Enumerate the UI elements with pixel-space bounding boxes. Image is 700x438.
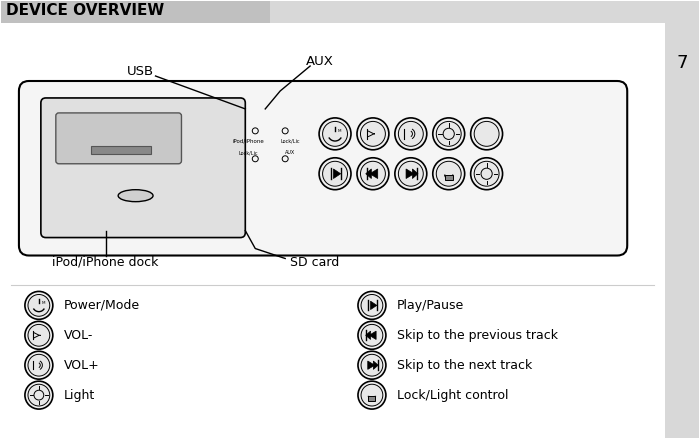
FancyBboxPatch shape [665,23,699,438]
FancyBboxPatch shape [56,113,181,164]
Circle shape [25,381,52,409]
Polygon shape [333,169,341,179]
Circle shape [398,161,424,186]
Circle shape [361,325,383,346]
Text: Skip to the next track: Skip to the next track [397,359,532,372]
Circle shape [436,121,461,146]
Circle shape [360,121,386,146]
FancyBboxPatch shape [270,1,700,23]
Circle shape [360,161,386,186]
Bar [368,396,375,401]
Polygon shape [373,361,378,369]
Text: Lock/Lic: Lock/Lic [239,150,258,155]
Text: VOL-: VOL- [64,329,93,342]
Circle shape [395,158,427,190]
Circle shape [358,321,386,349]
Circle shape [361,384,383,406]
Polygon shape [412,169,418,179]
Circle shape [323,121,347,146]
FancyBboxPatch shape [665,23,699,93]
Text: AUX: AUX [306,55,334,67]
Text: DEVICE OVERVIEW: DEVICE OVERVIEW [6,3,164,18]
Text: iPod/iPhone: iPod/iPhone [232,138,264,143]
Circle shape [358,351,386,379]
Circle shape [361,354,383,376]
Polygon shape [369,331,376,339]
Text: 7: 7 [676,54,688,72]
Circle shape [398,121,424,146]
Text: Lock/Light control: Lock/Light control [397,389,508,402]
Circle shape [319,118,351,150]
FancyBboxPatch shape [19,81,627,255]
Circle shape [358,381,386,409]
Text: SD card: SD card [290,256,340,269]
Circle shape [28,325,50,346]
Circle shape [433,118,465,150]
Circle shape [28,354,50,376]
Text: VOL+: VOL+ [64,359,99,372]
Polygon shape [406,169,414,179]
Circle shape [28,384,50,406]
Circle shape [470,118,503,150]
Ellipse shape [118,190,153,201]
Circle shape [319,158,351,190]
Circle shape [470,158,503,190]
Text: Light: Light [64,389,95,402]
FancyBboxPatch shape [41,98,245,237]
Circle shape [357,118,389,150]
Circle shape [436,161,461,186]
Text: Play/Pause: Play/Pause [397,299,464,312]
Polygon shape [370,301,377,310]
Text: Power/Mode: Power/Mode [64,299,140,312]
Circle shape [395,118,427,150]
Text: M: M [41,300,45,304]
Circle shape [323,161,347,186]
Polygon shape [368,361,374,369]
Text: Lock/Lic: Lock/Lic [281,138,300,143]
Text: iPod/iPhone dock: iPod/iPhone dock [52,256,159,269]
Bar [444,174,453,180]
Circle shape [25,291,52,319]
Circle shape [433,158,465,190]
Text: USB: USB [127,64,154,78]
Text: M: M [338,129,342,133]
Circle shape [361,294,383,316]
Circle shape [358,291,386,319]
Text: AUX: AUX [285,150,295,155]
Circle shape [474,121,499,146]
FancyBboxPatch shape [1,1,270,23]
Polygon shape [366,169,371,179]
Circle shape [357,158,389,190]
Bar [91,146,150,154]
Circle shape [25,321,52,349]
Circle shape [474,161,499,186]
Circle shape [28,294,50,316]
Polygon shape [365,331,370,339]
Polygon shape [370,169,378,179]
Text: Skip to the previous track: Skip to the previous track [397,329,558,342]
Circle shape [25,351,52,379]
